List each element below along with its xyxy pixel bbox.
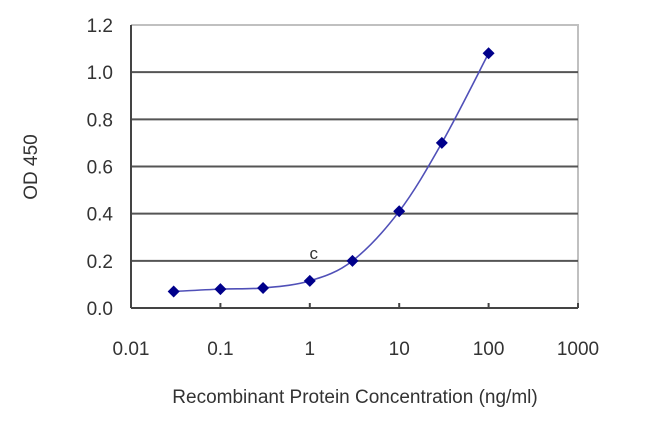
x-axis-title: Recombinant Protein Concentration (ng/ml… — [172, 387, 537, 408]
data-point-diamond — [303, 274, 316, 287]
x-axis-ticks: 0.01 0.1 1 10 100 1000 — [113, 303, 599, 360]
data-point-diamond — [257, 281, 270, 294]
y-axis-ticks: 0.0 0.2 0.4 0.6 0.8 1.0 1.2 — [87, 16, 114, 320]
x-tick-label: 10 — [389, 339, 410, 360]
y-tick-label: 0.2 — [87, 252, 113, 273]
y-tick-label: 1.2 — [87, 16, 113, 37]
series-line — [173, 52, 490, 293]
x-tick-label: 1000 — [557, 339, 599, 360]
plot-area — [130, 24, 579, 309]
data-point-diamond — [435, 136, 448, 149]
y-tick-label: 0.4 — [87, 205, 114, 226]
y-tick-label: 0.6 — [87, 158, 113, 179]
x-tick-label: 0.1 — [207, 339, 233, 360]
data-point-diamond — [346, 254, 359, 267]
y-tick-label: 0.0 — [87, 299, 113, 320]
x-tick-label: 100 — [473, 339, 505, 360]
annotation-c: c — [309, 244, 318, 263]
x-tick-label: 1 — [305, 339, 316, 360]
y-tick-label: 0.8 — [87, 110, 113, 131]
x-tick-label: 0.01 — [113, 339, 150, 360]
data-point-diamond — [393, 205, 406, 218]
data-point-diamond — [167, 285, 180, 298]
data-point-diamond — [482, 47, 495, 60]
data-point-diamond — [214, 283, 227, 296]
y-axis-title: OD 450 — [21, 134, 42, 199]
y-tick-label: 1.0 — [87, 63, 113, 84]
